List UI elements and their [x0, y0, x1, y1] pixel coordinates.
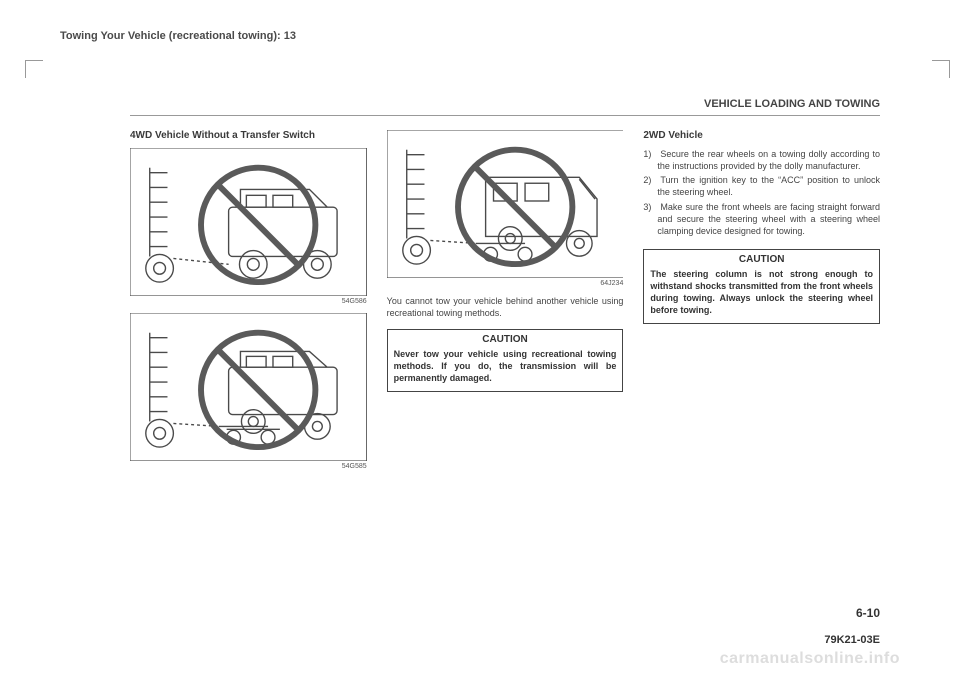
step-item: 1) Secure the rear wheels on a towing do… [643, 148, 880, 172]
column-1: 4WD Vehicle Without a Transfer Switch [130, 130, 367, 618]
watermark: carmanualsonline.info [720, 650, 900, 668]
figure-code: 64J234 [387, 280, 624, 287]
prohibited-towing-dolly-icon [130, 313, 367, 461]
col1-heading: 4WD Vehicle Without a Transfer Switch [130, 130, 367, 142]
figure-code: 54G585 [130, 463, 367, 470]
section-title: VEHICLE LOADING AND TOWING [704, 98, 880, 110]
figure-code: 54G586 [130, 298, 367, 305]
column-2: 64J234 You cannot tow your vehicle behin… [387, 130, 624, 618]
crop-mark-icon [942, 60, 950, 78]
document-code: 79K21-03E [824, 634, 880, 646]
prohibited-towing-icon [130, 148, 367, 296]
horizontal-rule [130, 115, 880, 116]
caution-text: Never tow your vehicle using recreationa… [394, 348, 617, 384]
caution-title: CAUTION [650, 254, 873, 265]
caution-text: The steering column is not strong enough… [650, 268, 873, 317]
caution-box: CAUTION Never tow your vehicle using rec… [387, 329, 624, 391]
col2-paragraph: You cannot tow your vehicle behind anoth… [387, 295, 624, 319]
caution-title: CAUTION [394, 334, 617, 345]
column-3: 2WD Vehicle 1) Secure the rear wheels on… [643, 130, 880, 618]
figure-4wd-flat-tow-prohibited [130, 148, 367, 296]
content-area: 4WD Vehicle Without a Transfer Switch [130, 130, 880, 618]
page-root: Towing Your Vehicle (recreational towing… [0, 0, 960, 678]
steps-list: 1) Secure the rear wheels on a towing do… [643, 148, 880, 239]
running-header: Towing Your Vehicle (recreational towing… [60, 30, 296, 42]
prohibited-towing-van-icon [387, 130, 624, 278]
figure-4wd-dolly-tow-prohibited [130, 313, 367, 461]
step-item: 2) Turn the ignition key to the “ACC” po… [643, 174, 880, 198]
figure-van-dolly-tow-prohibited [387, 130, 624, 278]
caution-box: CAUTION The steering column is not stron… [643, 249, 880, 324]
col3-heading: 2WD Vehicle [643, 130, 880, 142]
step-item: 3) Make sure the front wheels are facing… [643, 201, 880, 237]
page-number: 6-10 [856, 606, 880, 620]
crop-mark-icon [25, 60, 33, 78]
